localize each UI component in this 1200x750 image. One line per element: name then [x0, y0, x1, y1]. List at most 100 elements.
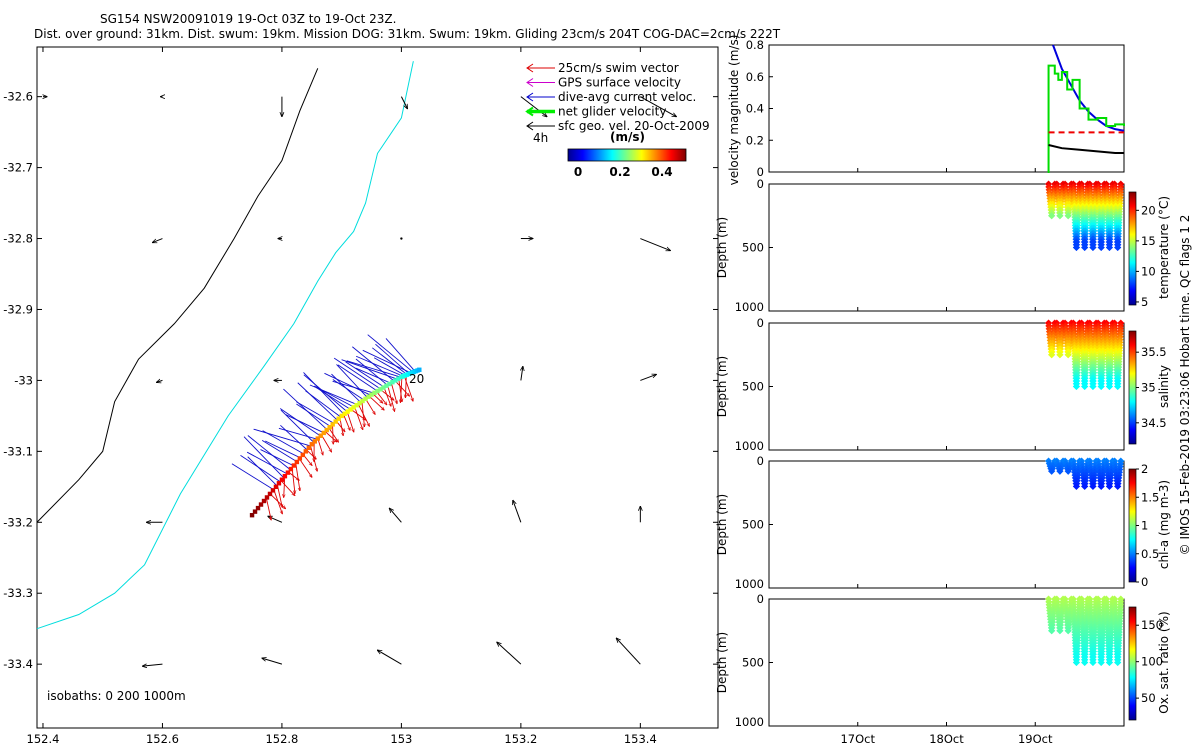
- geo-vector: [142, 664, 163, 666]
- map-y-tick-label: -33.3: [3, 586, 33, 600]
- colorbar-tick-label: 150: [1141, 618, 1163, 632]
- track-dot: [267, 491, 273, 497]
- dive-avg-vector: [280, 424, 308, 451]
- dive-avg-vector: [333, 357, 382, 390]
- dive-avg-vector: [355, 367, 392, 384]
- legend-arrowhead: [526, 78, 534, 87]
- dive-avg-vector: [315, 387, 351, 410]
- profile-ylabel: Depth (m): [715, 632, 729, 693]
- map-y-ticks: -32.6 -32.7 -32.8 -32.9 -33 -33.1 -33.2 -33.3 -3…: [3, 90, 718, 671]
- track-dot: [354, 403, 359, 408]
- dive-avg-vector: [253, 428, 311, 447]
- map-y-tick-label: -33.1: [3, 444, 33, 458]
- dive-avg-vector: [305, 390, 341, 418]
- profile-colorbar: [1128, 191, 1137, 306]
- track-dot: [306, 445, 312, 450]
- colorbar-tick-label: 10: [1141, 264, 1156, 278]
- dive-avg-vector: [337, 364, 378, 392]
- swim-vector: [394, 380, 410, 396]
- profile-panel-chl_a: 0 500 1000 Depth (m) 0 0.5 1 1.5 2 chl-a (mg m-3): [715, 454, 1171, 591]
- swim-vector: [387, 384, 395, 411]
- swim-vector: [372, 393, 383, 403]
- geo-vector: [640, 374, 656, 381]
- map-y-tick-label: -32.9: [3, 302, 33, 316]
- track-dot: [327, 425, 332, 430]
- track-dot: [318, 433, 323, 438]
- depth-tick-label: 1000: [735, 439, 764, 453]
- velocity-axes-box: [768, 44, 1125, 173]
- swim-vector: [343, 414, 351, 431]
- swim-vector: [288, 471, 299, 480]
- swim-vector: [357, 403, 369, 426]
- depth-tick-label: 500: [742, 518, 764, 532]
- track-dot: [273, 484, 279, 490]
- map-x-tick-label: 153: [390, 732, 412, 746]
- swim-vector: [306, 449, 317, 459]
- swim-vector: [390, 382, 397, 404]
- map-x-tick-label: 152.4: [27, 732, 60, 746]
- track-dot: [285, 470, 291, 475]
- dive-avg-vector: [355, 358, 388, 386]
- legend-label: GPS surface velocity: [558, 76, 681, 90]
- profile-colorbar-label: temperature (°C): [1157, 196, 1171, 299]
- profile-dots: [1045, 319, 1125, 391]
- dive-avg-vector: [247, 456, 278, 486]
- legend-item: dive-avg current veloc.: [526, 90, 696, 104]
- velocity-series: [1047, 44, 1125, 173]
- track-dot: [333, 419, 338, 424]
- track-dot: [366, 394, 371, 399]
- track-dot: [249, 512, 255, 518]
- track-dot: [324, 427, 329, 433]
- velocity-y-tick-label: 0.2: [746, 133, 764, 147]
- colorbar-tick-label: 0: [1141, 575, 1148, 589]
- track-dot: [279, 477, 285, 482]
- title-line-2: Dist. over ground: 31km. Dist. swum: 19k…: [34, 27, 781, 41]
- swim-vector: [317, 438, 323, 456]
- colorbar-tick-label: 100: [1141, 655, 1163, 669]
- map-x-tick-label: 153.4: [624, 732, 657, 746]
- legend-arrowhead: [526, 63, 534, 73]
- isobath-0-line: [36, 68, 319, 523]
- track-end-label: 20: [409, 372, 424, 386]
- track-dot: [261, 498, 267, 504]
- dive-avg-vector: [341, 359, 398, 380]
- track-dot: [372, 390, 377, 396]
- track-dot: [252, 509, 258, 514]
- profile-ylabel: Depth (m): [715, 356, 729, 417]
- legend-label: net glider velocity: [558, 105, 666, 119]
- dive-avg-vector: [309, 384, 358, 406]
- swim-vector: [333, 424, 334, 445]
- swim-vector: [346, 411, 354, 432]
- track-dot: [339, 413, 344, 419]
- speed-colorbar: [567, 148, 687, 162]
- colorbar-tick-label: 50: [1141, 691, 1156, 705]
- swim-vector: [400, 376, 403, 403]
- map-panel: 152.4 152.6 152.8 153 153.2 153.4 -32.6-32.7-…: [3, 46, 719, 746]
- swim-vector: [365, 398, 376, 415]
- velocity-series-green: [1047, 64, 1125, 173]
- profile-axes-box: [768, 460, 1125, 589]
- profile-ylabel: Depth (m): [715, 494, 729, 555]
- title-line-1: SG154 NSW20091019 19-Oct 03Z to 19-Oct 2…: [100, 12, 396, 26]
- map-y-tick-label: -32.8: [3, 232, 33, 246]
- isobaths-label: isobaths: 0 200 1000m: [47, 689, 186, 703]
- track-dot: [342, 411, 347, 416]
- geo-vector: [377, 650, 402, 665]
- track-dot: [303, 449, 309, 454]
- profile-colorbar-label: chl-a (mg m-3): [1157, 480, 1171, 569]
- legend-item: 25cm/s swim vector: [526, 61, 679, 75]
- swim-vector: [284, 476, 285, 497]
- swim-vectors: [265, 374, 413, 520]
- velocity-panel: 0 0.2 0.4 0.6 0.8 velocity magnitude (m/s): [727, 35, 1125, 185]
- dive-avg-vector: [332, 380, 375, 394]
- depth-tick-label: 500: [742, 241, 764, 255]
- dive-avg-vector: [296, 403, 331, 427]
- depth-tick-label: 500: [742, 380, 764, 394]
- track-dot: [345, 409, 350, 414]
- track-dot: [264, 495, 270, 500]
- time-axis: 17Oct 18Oct 19Oct: [840, 168, 1053, 746]
- profile-colorbar: [1128, 330, 1137, 445]
- time-tick-label: 19Oct: [1018, 732, 1053, 746]
